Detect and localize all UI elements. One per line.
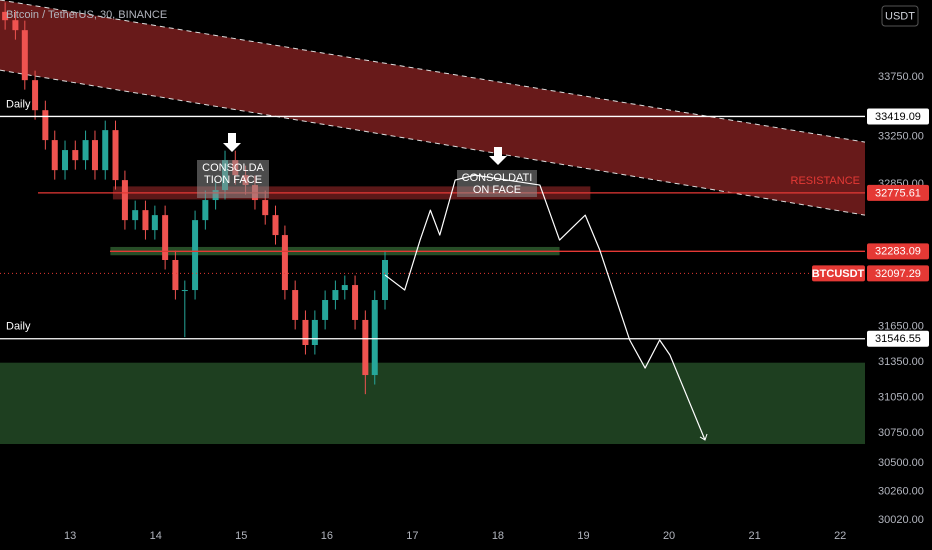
candle-body xyxy=(91,140,98,171)
y-tick-label: 31650.00 xyxy=(878,320,924,332)
price-tag-label: 31546.55 xyxy=(875,333,921,345)
currency-button[interactable] xyxy=(881,5,919,27)
candle-body xyxy=(311,319,318,346)
symbol-tag-label: BTCUSDT xyxy=(812,268,865,280)
candle-body xyxy=(151,215,158,231)
candle-body xyxy=(82,140,89,161)
candle-body xyxy=(102,130,109,171)
level-note: RESISTANCE xyxy=(791,175,860,187)
y-tick-label: 30260.00 xyxy=(878,485,924,497)
x-tick-label: 21 xyxy=(749,530,761,542)
price-tag xyxy=(867,243,929,260)
candle-body xyxy=(2,11,9,21)
candle-body xyxy=(202,200,209,221)
candle-body xyxy=(262,200,269,216)
level-note: Daily xyxy=(6,321,31,333)
x-tick-label: 14 xyxy=(150,530,162,542)
price-tag-label: 32283.09 xyxy=(875,246,921,258)
x-tick-label: 17 xyxy=(406,530,418,542)
annotation-text: ON FACE xyxy=(473,184,521,196)
arrow-icon xyxy=(223,133,241,152)
symbol-tag xyxy=(812,265,865,282)
candle-body xyxy=(51,140,58,171)
channel-line xyxy=(0,0,866,143)
y-tick-label: 33250.00 xyxy=(878,130,924,142)
candle-body xyxy=(142,210,149,231)
currency-label[interactable]: USDT xyxy=(885,10,915,22)
price-tag xyxy=(867,184,929,201)
candle-body xyxy=(132,210,139,221)
x-tick-label: 20 xyxy=(663,530,675,542)
candle-body xyxy=(12,20,19,31)
annotation-text: TION FACE xyxy=(204,174,262,186)
candle-body xyxy=(371,300,378,376)
price-tag-label: 32097.29 xyxy=(875,268,921,280)
annotation-text: CONSOLDA xyxy=(202,162,264,174)
candle-body xyxy=(272,215,279,236)
x-tick-label: 13 xyxy=(64,530,76,542)
candle-body xyxy=(32,80,39,111)
y-tick-label: 31050.00 xyxy=(878,392,924,404)
candle-body xyxy=(382,260,389,301)
candle-body xyxy=(192,220,199,291)
price-tag xyxy=(867,265,929,282)
price-tag xyxy=(867,330,929,347)
level-note: Daily xyxy=(6,98,31,110)
projection-arrowhead xyxy=(699,433,708,441)
y-tick-label: 30020.00 xyxy=(878,514,924,526)
channel-fill xyxy=(0,0,865,216)
candle-body xyxy=(72,150,79,161)
candle-body xyxy=(162,215,169,260)
candle-body xyxy=(172,260,179,291)
candle-body xyxy=(302,319,309,346)
candle-body xyxy=(332,290,339,301)
candle-body xyxy=(362,319,369,376)
price-tag xyxy=(867,108,929,125)
candle-body xyxy=(341,285,348,291)
price-tag-label: 32775.61 xyxy=(875,187,921,199)
y-tick-label: 31350.00 xyxy=(878,356,924,368)
x-tick-label: 18 xyxy=(492,530,504,542)
x-tick-label: 19 xyxy=(577,530,589,542)
zone xyxy=(0,362,865,445)
candle-body xyxy=(112,130,119,181)
y-tick-label: 33750.00 xyxy=(878,71,924,83)
arrow-icon xyxy=(489,147,507,165)
projection-path xyxy=(384,174,706,441)
channel-line xyxy=(0,69,866,216)
x-tick-label: 22 xyxy=(834,530,846,542)
x-tick-label: 15 xyxy=(235,530,247,542)
annotation-box xyxy=(197,160,269,198)
candle-body xyxy=(352,285,359,320)
candle-body xyxy=(322,300,329,320)
chart-title: Bitcoin / TetherUS, 30, BINANCE xyxy=(6,9,167,21)
annotation-box xyxy=(457,170,537,197)
price-tag-label: 33419.09 xyxy=(875,111,921,123)
candle-body xyxy=(62,150,69,171)
y-tick-label: 30500.00 xyxy=(878,457,924,469)
candle-body xyxy=(181,290,188,292)
candle-body xyxy=(292,290,299,320)
x-tick-label: 16 xyxy=(321,530,333,542)
candle-body xyxy=(21,30,28,81)
candle-body xyxy=(42,110,49,141)
y-tick-label: 30750.00 xyxy=(878,427,924,439)
candle-body xyxy=(281,235,288,291)
candle-body xyxy=(121,180,128,221)
